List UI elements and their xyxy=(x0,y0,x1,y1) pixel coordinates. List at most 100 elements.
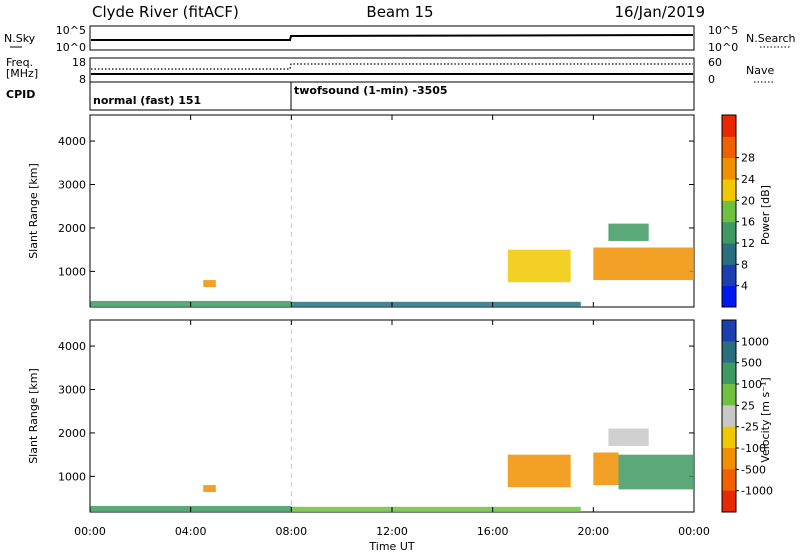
y-tick-label: 3000 xyxy=(58,384,86,397)
echo-region xyxy=(507,454,571,488)
colorbar-segment xyxy=(722,285,736,308)
freq-tick-bottom: 8 xyxy=(79,73,86,86)
colorbar-tick-label: -25 xyxy=(741,421,759,434)
colorbar-segment xyxy=(722,448,736,470)
colorbar-tick-label: 100 xyxy=(741,378,762,391)
colorbar-segment xyxy=(722,157,736,180)
nsearch-tick-top: 10^5 xyxy=(708,24,738,37)
echo-region xyxy=(593,247,694,281)
power-colorbar: 4 8 12 16 20 24 28 xyxy=(721,114,755,308)
freq-label-2: [MHz] xyxy=(6,67,38,80)
time-axis-label: Time UT xyxy=(368,540,414,553)
colorbar-tick-label: 500 xyxy=(741,357,762,370)
power-ylabel: Slant Range [km] xyxy=(27,163,40,259)
colorbar-segment xyxy=(722,384,736,406)
cpid-mode-2: twofsound (1-min) -3505 xyxy=(294,84,448,97)
cpid-panel-frame xyxy=(89,81,695,111)
sky-panel-frame xyxy=(89,25,695,51)
velocity-ylabel: Slant Range [km] xyxy=(27,368,40,464)
cpid-mode-1: normal (fast) 151 xyxy=(93,94,201,107)
nave-tick-bottom: 0 xyxy=(708,73,715,86)
x-tick-label: 16:00 xyxy=(477,525,509,538)
velocity-colorbar: 1000 500 100 25 -25 -100 -500 -1000 xyxy=(721,319,773,513)
freq-panel-frame xyxy=(89,57,695,83)
colorbar-segment xyxy=(722,243,736,265)
echo-region xyxy=(203,485,216,493)
station-title: Clyde River (fitACF) xyxy=(92,3,239,21)
y-tick-label: 3000 xyxy=(58,179,86,192)
colorbar-segment xyxy=(722,200,736,223)
colorbar-frame xyxy=(721,114,737,308)
cpid-panel: CPID normal (fast) 151 twofsound (1-min)… xyxy=(6,81,695,111)
echo-region xyxy=(291,506,581,512)
x-tick-label: 00:00 xyxy=(678,525,710,538)
colorbar-tick-label: -1000 xyxy=(741,485,773,498)
x-tick-label: 08:00 xyxy=(275,525,307,538)
date-title: 16/Jan/2019 xyxy=(615,3,706,21)
x-tick-label: 00:00 xyxy=(74,525,106,538)
y-tick-label: 1000 xyxy=(58,265,86,278)
y-tick-label: 4000 xyxy=(58,340,86,353)
colorbar-tick-label: 20 xyxy=(741,194,755,207)
y-tick-label: 2000 xyxy=(58,222,86,235)
colorbar-tick-label: 16 xyxy=(741,216,755,229)
colorbar-segment xyxy=(722,264,736,287)
y-tick-label: 2000 xyxy=(58,427,86,440)
power-echoes xyxy=(90,223,694,307)
velocity-colorbar-label: Velocity [m s⁻¹] xyxy=(759,377,772,462)
freq-label-1: Freq. xyxy=(6,56,33,69)
colorbar-segment xyxy=(722,490,736,513)
freq-tick-top: 18 xyxy=(72,56,86,69)
sky-panel: N.Sky 10^5 10^0 10^5 10^0 N.Search xyxy=(4,24,796,54)
colorbar-segment xyxy=(722,426,736,449)
colorbar-segment xyxy=(722,362,736,385)
y-tick-label: 4000 xyxy=(58,135,86,148)
nsky-label: N.Sky xyxy=(4,32,36,45)
colorbar-segment xyxy=(722,469,736,492)
colorbar-tick-label: 28 xyxy=(741,152,755,165)
echo-region xyxy=(507,249,571,283)
colorbar-tick-label: 8 xyxy=(741,258,748,271)
cpid-label: CPID xyxy=(6,88,35,101)
velocity-echoes xyxy=(90,428,694,512)
nave-trace xyxy=(91,63,693,70)
colorbar-segment xyxy=(722,179,736,201)
colorbar-tick-label: 12 xyxy=(741,237,755,250)
colorbar-tick-label: 1000 xyxy=(741,335,769,348)
colorbar-segment xyxy=(722,341,736,364)
colorbar-frame xyxy=(721,319,737,513)
nave-label: Nave xyxy=(746,64,774,77)
beam-title: Beam 15 xyxy=(366,3,433,21)
time-axis-ticks: 00:00 04:00 08:00 12:00 16:00 20:00 00:00 xyxy=(74,115,710,538)
nsky-tick-top: 10^5 xyxy=(56,24,86,37)
y-tick-label: 1000 xyxy=(58,470,86,483)
echo-region xyxy=(203,280,216,288)
echo-region xyxy=(291,301,581,307)
freq-panel: Freq. [MHz] 18 8 60 0 Nave xyxy=(6,56,774,86)
x-tick-label: 04:00 xyxy=(175,525,207,538)
nsky-tick-bottom: 10^0 xyxy=(56,41,86,54)
velocity-yticks: 1000 2000 3000 4000 xyxy=(58,340,694,483)
colorbar-segment xyxy=(722,320,736,342)
colorbar-tick-label: 25 xyxy=(741,399,755,412)
echo-region xyxy=(593,452,619,486)
power-panel: Slant Range [km] 1000 2000 3000 4000 xyxy=(27,114,695,308)
velocity-panel: Slant Range [km] 1000 2000 3000 4000 xyxy=(27,319,695,513)
colorbar-segment xyxy=(722,221,736,244)
nave-tick-top: 60 xyxy=(708,56,722,69)
nsky-trace xyxy=(91,34,694,41)
power-yticks: 1000 2000 3000 4000 xyxy=(58,135,694,278)
colorbar-segment xyxy=(722,405,736,428)
colorbar-tick-label: 4 xyxy=(741,280,748,293)
colorbar-segment xyxy=(722,115,736,137)
echo-region xyxy=(608,428,649,446)
power-colorbar-label: Power [dB] xyxy=(759,185,772,245)
echo-region xyxy=(608,223,649,241)
nsearch-label: N.Search xyxy=(746,32,796,45)
echo-region xyxy=(618,454,694,490)
nsearch-tick-bottom: 10^0 xyxy=(708,41,738,54)
x-tick-label: 20:00 xyxy=(577,525,609,538)
colorbar-segment xyxy=(722,136,736,159)
colorbar-tick-label: -100 xyxy=(741,442,766,455)
